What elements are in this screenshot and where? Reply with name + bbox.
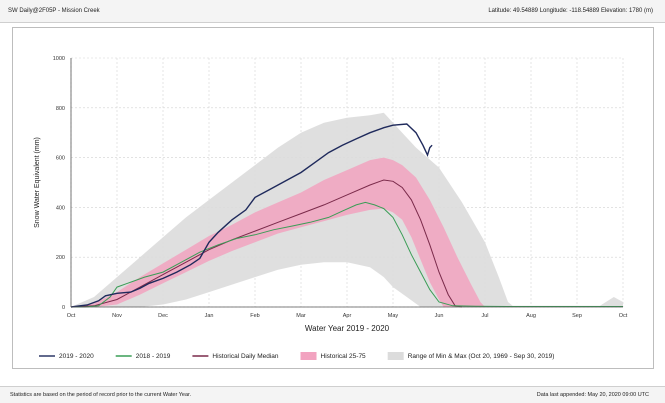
x-tick-label: Oct <box>619 313 628 319</box>
y-tick-label: 1000 <box>53 56 65 62</box>
tick-labels: 0 200 400 600 800 1000 Oct Nov Dec Jan Feb Mar Apr Ma… <box>53 56 628 319</box>
x-tick-label: Jun <box>435 313 444 319</box>
current-year-line <box>70 123 433 308</box>
y-tick-label: 400 <box>56 205 65 211</box>
legend-label: 2018 - 2019 <box>136 353 171 360</box>
median-line <box>70 179 463 308</box>
legend: 2019 - 2020 2018 - 2019 Historical Daily M… <box>39 352 554 360</box>
x-tick-label: Mar <box>296 313 306 319</box>
station-name: SW Daily@2F05P - Mission Creek <box>8 8 100 14</box>
header-bar: SW Daily@2F05P - Mission Creek Latitude:… <box>0 0 665 23</box>
x-tick-label: Apr <box>343 313 352 319</box>
x-tick-label: Nov <box>112 313 122 319</box>
swe-chart: 0 200 400 600 800 1000 Oct Nov Dec Jan Feb Mar Apr Ma… <box>34 56 628 360</box>
y-tick-label: 800 <box>56 106 65 112</box>
legend-swatch <box>300 352 317 360</box>
x-tick-label: Aug <box>526 313 536 319</box>
x-tick-label: Jan <box>205 313 214 319</box>
y-tick-label: 0 <box>62 305 65 311</box>
x-axis-label: Water Year 2019 - 2020 <box>305 324 390 333</box>
footer-bar: Statistics are based on the period of re… <box>0 386 665 403</box>
legend-label: 2019 - 2020 <box>59 353 94 360</box>
prior-year-line <box>71 201 623 308</box>
axes <box>70 58 623 308</box>
series-lines <box>70 123 623 308</box>
data-appended: Data last appended: May 20, 2020 09:00 U… <box>536 392 649 398</box>
legend-label: Historical 25-75 <box>321 353 367 360</box>
chart-panel: 0 200 400 600 800 1000 Oct Nov Dec Jan Feb Mar Apr Ma… <box>12 27 654 369</box>
bands <box>71 112 623 307</box>
x-tick-label: Jul <box>481 313 488 319</box>
y-tick-label: 200 <box>56 255 65 261</box>
x-tick-label: Oct <box>67 313 76 319</box>
legend-label: Range of Min & Max (Oct 20, 1969 - Sep 3… <box>408 353 555 360</box>
y-axis-label: Snow Water Equivalent (mm) <box>34 137 41 228</box>
statistics-note: Statistics are based on the period of re… <box>10 392 192 398</box>
station-location: Latitude: 49.54889 Longitude: -118.54889… <box>488 8 653 14</box>
x-tick-label: Feb <box>250 313 259 319</box>
x-tick-label: May <box>388 313 399 319</box>
y-tick-label: 600 <box>56 156 65 162</box>
percentile-band <box>71 157 485 307</box>
legend-label: Historical Daily Median <box>212 353 278 360</box>
x-tick-label: Dec <box>158 313 168 319</box>
x-tick-label: Sep <box>572 313 582 319</box>
legend-swatch <box>387 352 404 360</box>
